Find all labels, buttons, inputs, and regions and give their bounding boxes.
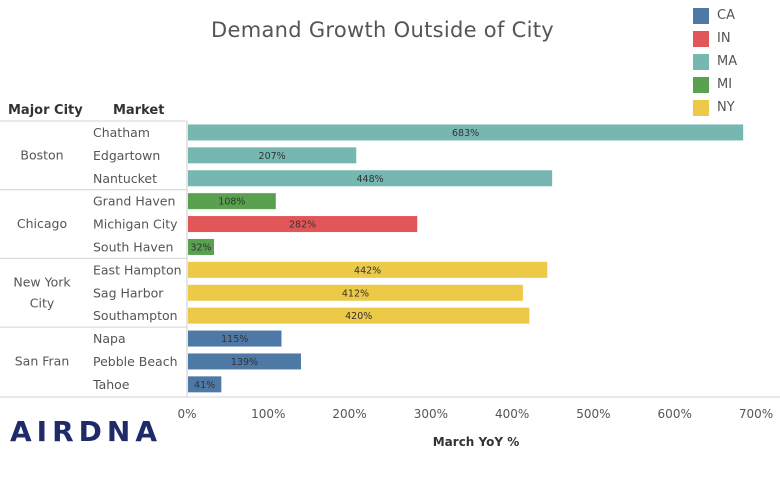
- legend-label: IN: [717, 31, 731, 46]
- legend-item-mi: MI: [693, 73, 737, 96]
- legend-swatch: [693, 76, 709, 93]
- x-tick-label: 200%: [332, 407, 366, 421]
- legend-item-ma: MA: [693, 50, 737, 73]
- market-label: Nantucket: [93, 171, 157, 186]
- bar: [188, 330, 282, 347]
- city-label: New York: [13, 274, 71, 289]
- bar: [188, 284, 523, 301]
- market-label: Edgartown: [93, 148, 160, 163]
- bar: [188, 261, 548, 278]
- legend-swatch: [693, 53, 709, 70]
- data-label: 41%: [194, 380, 215, 391]
- data-label: 32%: [190, 242, 211, 253]
- data-label: 115%: [221, 334, 248, 345]
- market-label: Chatham: [93, 125, 150, 140]
- x-tick-label: 400%: [495, 407, 529, 421]
- bar: [188, 147, 357, 164]
- legend-label: MI: [717, 77, 733, 92]
- data-label: 108%: [218, 197, 245, 208]
- market-header: Market: [113, 103, 165, 118]
- legend-label: NY: [717, 100, 735, 115]
- market-label: Michigan City: [93, 217, 178, 232]
- x-tick-label: 600%: [658, 407, 692, 421]
- legend: CA IN MA MI NY: [693, 4, 737, 119]
- bar: [188, 170, 553, 187]
- data-label: 412%: [342, 288, 369, 299]
- bar: [188, 307, 530, 324]
- airdna-logo: AIRDNA: [10, 415, 162, 448]
- legend-label: MA: [717, 54, 738, 69]
- data-label: 207%: [259, 151, 286, 162]
- bar: [188, 376, 222, 393]
- legend-item-ny: NY: [693, 96, 737, 119]
- x-tick-label: 300%: [414, 407, 448, 421]
- data-label: 442%: [354, 265, 381, 276]
- bar: [188, 238, 215, 255]
- bar: [188, 124, 744, 141]
- legend-label: CA: [717, 8, 735, 23]
- bar: [188, 216, 418, 233]
- city-label: Chicago: [17, 216, 67, 231]
- x-axis-title: March YoY %: [433, 435, 520, 449]
- market-label: Sag Harbor: [93, 285, 164, 300]
- market-label: Southampton: [93, 308, 178, 323]
- x-tick-label: 0%: [177, 407, 196, 421]
- bar: [188, 353, 301, 370]
- market-label: Grand Haven: [93, 194, 175, 209]
- legend-item-ca: CA: [693, 4, 737, 27]
- x-tick-label: 500%: [576, 407, 610, 421]
- legend-item-in: IN: [693, 27, 737, 50]
- data-label: 282%: [289, 220, 316, 231]
- city-label: Boston: [20, 147, 63, 162]
- market-label: East Hampton: [93, 262, 182, 277]
- market-label: Pebble Beach: [93, 354, 178, 369]
- market-label: Tahoe: [92, 377, 130, 392]
- data-label: 139%: [231, 357, 258, 368]
- data-label: 683%: [452, 128, 479, 139]
- x-tick-label: 700%: [739, 407, 773, 421]
- bar: [188, 193, 276, 210]
- major-city-header: Major City: [8, 103, 83, 118]
- data-label: 420%: [345, 311, 372, 322]
- chart-title: Demand Growth Outside of City: [211, 18, 554, 42]
- legend-swatch: [693, 7, 709, 24]
- data-label: 448%: [356, 174, 383, 185]
- legend-swatch: [693, 99, 709, 116]
- x-tick-label: 100%: [251, 407, 285, 421]
- market-label: Napa: [93, 331, 126, 346]
- city-label: City: [30, 295, 55, 310]
- legend-swatch: [693, 30, 709, 47]
- city-label: San Fran: [15, 353, 70, 368]
- market-label: South Haven: [93, 239, 173, 254]
